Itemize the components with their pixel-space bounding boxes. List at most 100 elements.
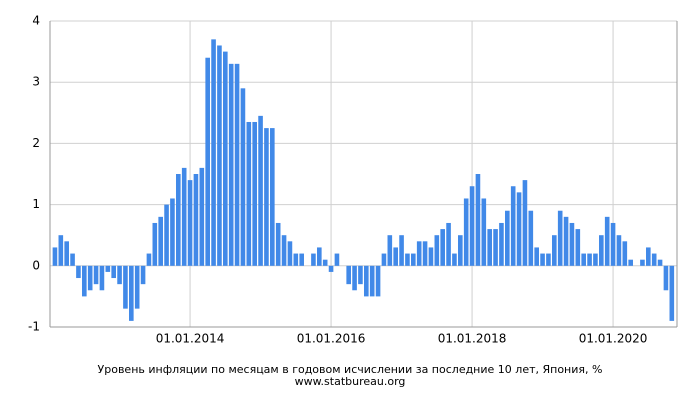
bar (534, 247, 539, 266)
bar (616, 235, 622, 266)
bar (311, 253, 316, 266)
bar (234, 63, 240, 266)
bar (428, 247, 434, 266)
bar (505, 210, 510, 266)
bar (240, 88, 246, 266)
bar (387, 235, 393, 266)
bar (70, 253, 75, 266)
bar (105, 265, 111, 272)
bar (299, 253, 304, 266)
bar (64, 241, 69, 266)
x-tick-label: 01.01.2016 (297, 332, 366, 346)
bar (487, 229, 492, 266)
bar (164, 204, 169, 266)
bar (275, 222, 281, 266)
bar (651, 253, 657, 266)
bar (552, 235, 557, 266)
bar (346, 265, 351, 285)
bar (463, 198, 469, 266)
bar (581, 253, 586, 266)
bar (246, 121, 252, 266)
bar (399, 235, 404, 266)
x-tick-label: 01.01.2020 (579, 332, 648, 346)
bar (358, 265, 363, 285)
bar (352, 265, 357, 291)
bar (123, 265, 128, 309)
bar (610, 222, 616, 266)
bar (334, 253, 340, 266)
bar (575, 229, 581, 266)
bar (140, 265, 146, 285)
bar (510, 186, 516, 266)
bar (528, 210, 534, 266)
bar (458, 235, 463, 266)
bar (364, 265, 369, 297)
bar (540, 253, 545, 266)
bar (405, 253, 410, 266)
bar (328, 265, 334, 272)
bar (452, 253, 457, 266)
bar (646, 247, 651, 266)
bar (587, 253, 592, 266)
bar (152, 222, 158, 266)
bar (593, 253, 598, 266)
y-tick-label: 4 (32, 14, 40, 28)
bar (287, 241, 293, 266)
bar (640, 259, 645, 266)
bar (663, 265, 669, 291)
bar (146, 253, 152, 266)
bar (469, 186, 475, 266)
bar (99, 265, 105, 291)
bar (82, 265, 87, 297)
bar (493, 229, 498, 266)
bar (440, 229, 445, 266)
bar (628, 259, 633, 266)
bar (322, 259, 328, 266)
x-tick-label: 01.01.2014 (156, 332, 225, 346)
bar (187, 180, 193, 266)
bar (117, 265, 122, 285)
bar (293, 253, 299, 266)
y-tick-label: -1 (28, 320, 40, 334)
bar (87, 265, 93, 291)
y-tick-label: 0 (32, 258, 40, 272)
bar (199, 167, 205, 266)
bar (193, 174, 199, 266)
bar (375, 265, 381, 297)
bar (170, 198, 175, 266)
bar (516, 192, 522, 266)
bar (522, 180, 528, 266)
bar (258, 115, 263, 266)
bar (129, 265, 134, 321)
bar (475, 174, 481, 266)
bar (270, 128, 275, 266)
bar (52, 247, 58, 266)
bar (381, 253, 387, 266)
y-tick-label: 2 (32, 136, 40, 150)
bar (176, 174, 181, 266)
y-tick-label: 1 (32, 197, 40, 211)
bar (669, 265, 675, 321)
bar (434, 235, 440, 266)
bar (317, 247, 322, 266)
bar (252, 121, 257, 266)
bar (569, 222, 575, 266)
y-tick-label: 3 (32, 75, 40, 89)
bar (481, 198, 487, 266)
bar (223, 51, 228, 266)
bar (393, 247, 398, 266)
bar (422, 241, 428, 266)
bar (546, 253, 551, 266)
bar (416, 241, 422, 266)
bar (58, 235, 64, 266)
bar (111, 265, 116, 279)
bar (599, 235, 604, 266)
bar (563, 216, 569, 266)
bar (76, 265, 81, 279)
bar (217, 45, 222, 266)
bar (499, 222, 504, 266)
bar (211, 39, 216, 266)
bar (158, 216, 163, 266)
bar (657, 259, 663, 266)
